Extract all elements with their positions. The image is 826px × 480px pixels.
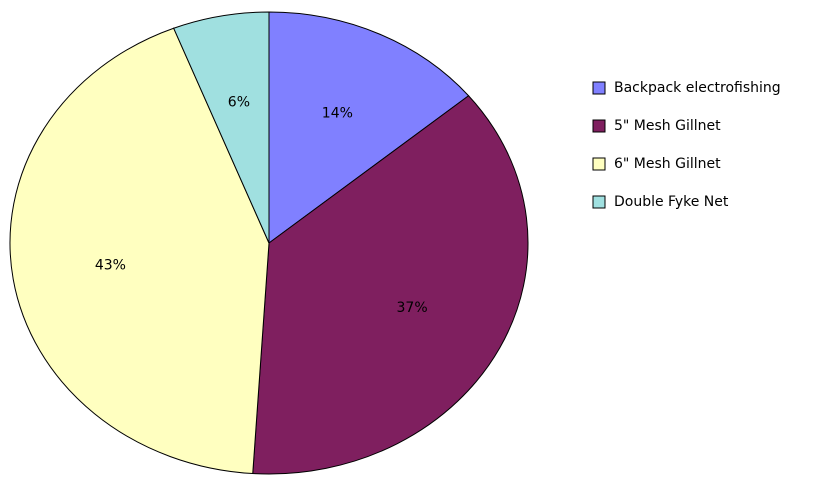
data-label: 37% (397, 300, 428, 316)
data-label: 43% (95, 257, 126, 273)
legend-label: 6" Mesh Gillnet (614, 156, 721, 172)
legend-label: Double Fyke Net (614, 194, 729, 210)
pie-slice (9, 27, 270, 475)
pie-slice (252, 95, 529, 475)
legend-swatch (592, 119, 606, 133)
pie-slice (268, 11, 470, 244)
legend-label: Backpack electrofishing (614, 80, 781, 96)
data-label: 14% (322, 105, 353, 121)
legend-swatch (592, 81, 606, 95)
data-label: 6% (228, 94, 250, 110)
legend-swatch (592, 195, 606, 209)
legend-swatch (592, 157, 606, 171)
legend-label: 5" Mesh Gillnet (614, 118, 721, 134)
pie-slice (172, 11, 270, 244)
